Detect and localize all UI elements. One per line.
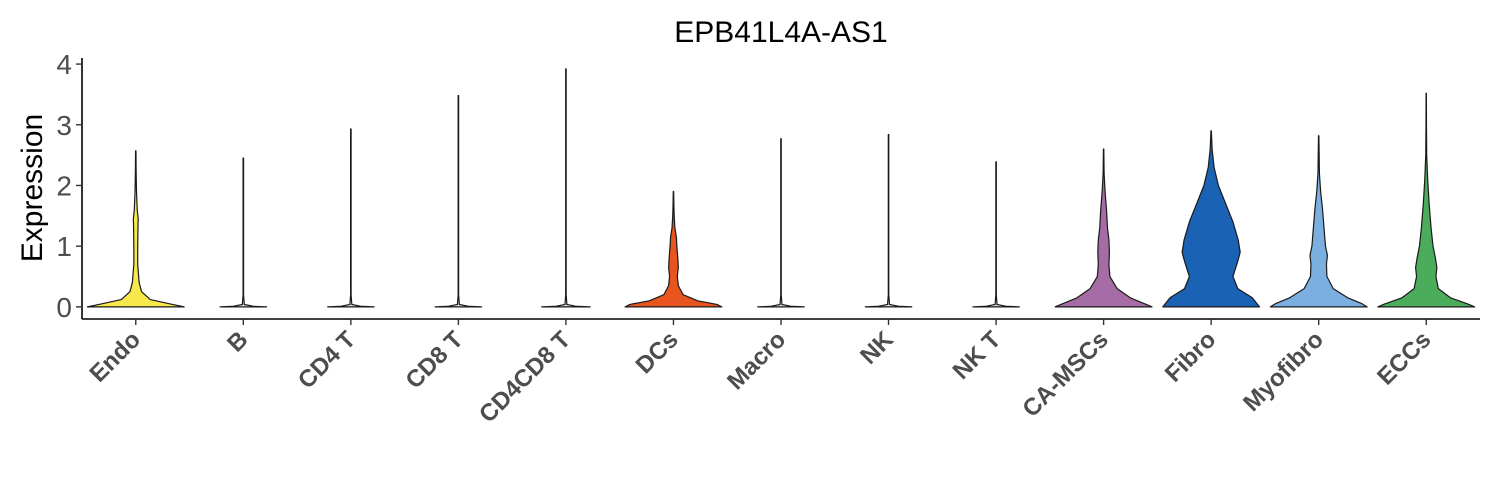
violin-nk-t <box>972 161 1020 308</box>
x-tick-label: Endo <box>84 326 146 388</box>
x-tick-label: CD4 T <box>293 326 361 394</box>
x-tick-label: CD4CD8 T <box>474 326 576 428</box>
x-tick-label: DCs <box>631 326 684 379</box>
violin-endo <box>86 150 185 308</box>
x-axis: Endo B CD4 T CD8 T CD4CD8 T DCs Macro NK NK T CA-… <box>82 318 1480 428</box>
y-axis-label: Expression <box>16 114 49 262</box>
x-tick-label: ECCs <box>1372 326 1436 390</box>
x-tick-label: CA-MSCs <box>1017 326 1113 422</box>
violin-b <box>219 157 268 308</box>
x-tick-label: Myofibro <box>1238 326 1329 417</box>
chart-title: EPB41L4A-AS1 <box>674 16 887 49</box>
y-tick-label: 4 <box>56 49 72 80</box>
violin-macro <box>757 138 805 308</box>
violin-fibro <box>1162 130 1261 308</box>
violin-nk <box>864 133 913 308</box>
y-tick-label: 0 <box>56 292 72 323</box>
violin-dcs <box>624 190 723 308</box>
y-tick-label: 3 <box>56 110 72 141</box>
y-tick-label: 2 <box>56 170 72 201</box>
violin-cd8-t <box>434 95 483 308</box>
x-tick-label: B <box>222 326 253 357</box>
x-tick-label: CD8 T <box>401 326 469 394</box>
violin-cd4-t <box>327 128 375 308</box>
x-tick-label: NK T <box>948 326 1007 385</box>
violin-cd4cd8-t <box>541 68 591 308</box>
violin-ca-mscs <box>1054 148 1153 308</box>
x-tick-label: Fibro <box>1160 326 1222 388</box>
violin-myofibro <box>1269 135 1368 308</box>
violins-layer <box>86 68 1476 308</box>
y-tick-label: 1 <box>56 231 72 262</box>
violin-eccs <box>1377 92 1476 308</box>
y-axis: 0 1 2 3 4 <box>56 49 83 323</box>
x-tick-label: Macro <box>722 326 791 395</box>
x-tick-label: NK <box>855 326 899 370</box>
